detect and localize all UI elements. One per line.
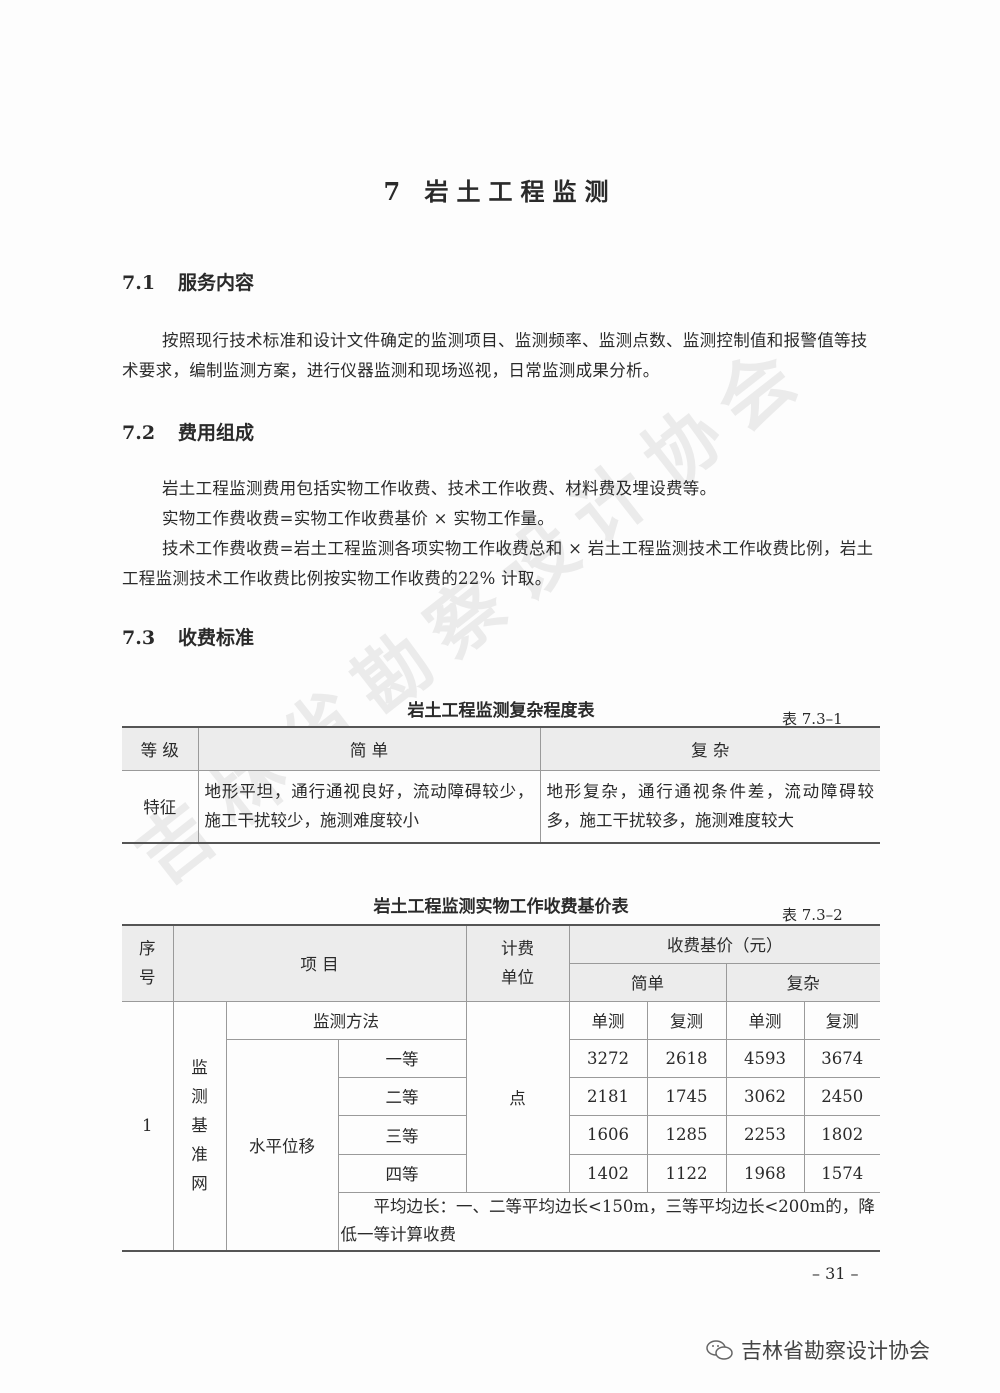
price-cell: 2181: [568, 1076, 648, 1116]
price-cell: 1802: [803, 1114, 881, 1155]
method-cell: 水平位移: [225, 1038, 339, 1252]
seq-cell: 1: [122, 1000, 174, 1252]
header-grade: 等 级: [122, 726, 199, 771]
section-heading-7-3: 7.3 收费标准: [122, 623, 254, 650]
header-seq: 序号: [122, 924, 174, 1002]
table-row: 三等 1606 1285 2253 1802: [122, 1114, 881, 1155]
table2-caption: 岩土工程监测实物工作收费基价表: [373, 897, 629, 917]
complex-features: 地形复杂，通行通视条件差，流动障碍较多，施工干扰较多，施测难度较大: [539, 769, 880, 844]
section-number: 7.2: [122, 422, 156, 444]
price-cell: 3062: [725, 1076, 805, 1116]
header-unit: 计费单位: [465, 924, 570, 1002]
chapter-title: 7 岩土工程监测: [383, 177, 617, 206]
price-cell: 4593: [725, 1038, 805, 1078]
sub-header: 复测: [803, 1000, 881, 1040]
price-table: 序号 项 目 计费单位 收费基价（元） 简单 复杂 1 监测基准网 监测方法 点…: [122, 924, 881, 1252]
sub-header: 单测: [568, 1000, 648, 1040]
paragraph: 岩土工程监测费用包括实物工作收费、技术工作收费、材料费及埋设费等。: [162, 479, 717, 498]
header-simple: 简单: [568, 962, 727, 1002]
header-complex: 复杂: [725, 962, 881, 1002]
table2-number: 表 7.3–2: [782, 906, 843, 924]
section-title: 费用组成: [178, 422, 255, 444]
paragraph: 技术工作费收费=岩土工程监测各项实物工作收费总和 × 岩土工程监测技术工作收费比…: [122, 539, 874, 588]
price-cell: 2618: [646, 1038, 727, 1078]
header-price: 收费基价（元）: [568, 924, 881, 964]
header-item: 项 目: [172, 924, 467, 1002]
grade-cell: 一等: [337, 1038, 467, 1078]
paragraph: 按照现行技术标准和设计文件确定的监测项目、监测频率、监测点数、监测控制值和报警值…: [122, 331, 868, 380]
price-cell: 1122: [646, 1153, 727, 1193]
grade-cell: 二等: [337, 1076, 467, 1116]
header-complex: 复 杂: [539, 726, 880, 771]
price-cell: 1968: [725, 1153, 805, 1193]
logo-text: 吉林省勘察设计协会: [741, 1339, 930, 1363]
note-cell: 平均边长：一、二等平均边长<150m，三等平均边长<200m的，降低一等计算收费: [337, 1191, 881, 1252]
page-number: – 31 –: [812, 1264, 859, 1283]
grade-cell: 三等: [337, 1114, 467, 1155]
table-row: 二等 2181 1745 3062 2450: [122, 1076, 881, 1116]
section-title: 服务内容: [178, 272, 255, 294]
section-heading-7-2: 7.2 费用组成: [122, 418, 254, 445]
paragraph: 实物工作费收费=实物工作收费基价 × 实物工作量。: [162, 509, 555, 528]
price-cell: 3272: [568, 1038, 648, 1078]
section-heading-7-1: 7.1 服务内容: [122, 268, 254, 295]
price-cell: 1606: [568, 1114, 648, 1155]
row-label: 特征: [122, 769, 199, 844]
price-cell: 1574: [803, 1153, 881, 1193]
sub-header: 单测: [725, 1000, 805, 1040]
section-title: 收费标准: [178, 627, 255, 649]
complexity-table: 等 级 简 单 复 杂 特征 地形平坦，通行通视良好，流动障碍较少，施工干扰较少…: [122, 726, 880, 844]
wechat-icon: [706, 1340, 733, 1360]
price-cell: 1402: [568, 1153, 648, 1193]
table-row: 四等 1402 1122 1968 1574: [122, 1153, 881, 1193]
footer-logo: 吉林省勘察设计协会: [705, 1335, 930, 1365]
price-cell: 2450: [803, 1076, 881, 1116]
table1-number: 表 7.3–1: [782, 710, 843, 728]
grade-cell: 四等: [337, 1153, 467, 1193]
table1-caption: 岩土工程监测复杂程度表: [407, 701, 595, 721]
price-cell: 1745: [646, 1076, 727, 1116]
section-number: 7.3: [122, 627, 156, 649]
simple-features: 地形平坦，通行通视良好，流动障碍较少，施工干扰较少，施测难度较小: [197, 769, 541, 844]
category-cell: 监测基准网: [172, 1000, 227, 1252]
method-label: 监测方法: [225, 1000, 467, 1040]
price-cell: 3674: [803, 1038, 881, 1078]
sub-header: 复测: [646, 1000, 727, 1040]
price-cell: 2253: [725, 1114, 805, 1155]
table-row: 水平位移 一等 3272 2618 4593 3674: [122, 1038, 881, 1252]
header-simple: 简 单: [197, 726, 541, 771]
unit-cell: 点: [465, 1000, 570, 1193]
price-cell: 1285: [646, 1114, 727, 1155]
section-number: 7.1: [122, 272, 156, 294]
